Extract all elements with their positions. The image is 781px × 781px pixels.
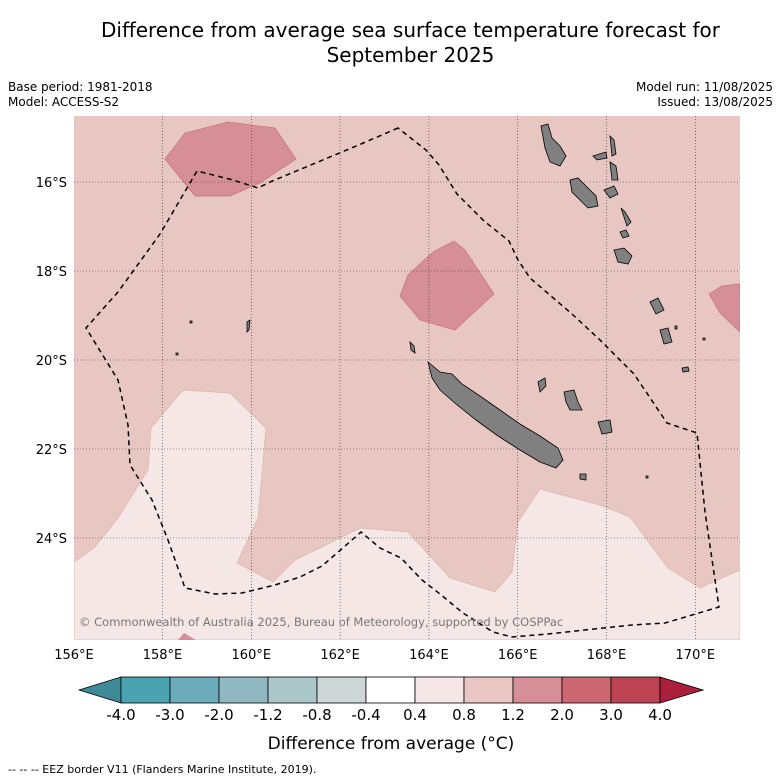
colorbar-tick-label: 1.2	[501, 706, 525, 724]
eez-border	[85, 127, 720, 638]
colorbar-tick-label: -3.0	[155, 706, 184, 724]
lon-label: 166°E	[498, 648, 538, 663]
lat-label: 20°S	[36, 354, 67, 369]
island	[579, 473, 587, 481]
chart-title: Difference from average sea surface temp…	[40, 18, 781, 68]
model-name: Model: ACCESS-S2	[8, 95, 120, 109]
colorbar-label: Difference from average (°C)	[268, 734, 515, 754]
island	[592, 151, 608, 161]
colorbar-extend-high	[659, 676, 705, 704]
colorbar-tick-label: 2.0	[550, 706, 574, 724]
colorbar-segment	[463, 676, 514, 704]
island	[620, 207, 632, 227]
title-line-1: Difference from average sea surface temp…	[100, 18, 720, 42]
colorbar-segment	[610, 676, 661, 704]
colorbar	[77, 676, 705, 704]
colorbar-segment	[218, 676, 269, 704]
island	[537, 377, 547, 393]
colorbar-tick-label: 4.0	[648, 706, 672, 724]
lat-label: 16°S	[36, 176, 67, 191]
islet	[645, 475, 649, 479]
colorbar-extend-low	[77, 676, 122, 704]
graticule	[74, 116, 740, 640]
lat-label: 18°S	[36, 265, 67, 280]
islet	[189, 320, 193, 324]
island	[597, 419, 613, 435]
colorbar-segment	[512, 676, 563, 704]
colorbar-tick-label: -1.2	[253, 706, 282, 724]
colorbar-segment	[267, 676, 318, 704]
model-run: Model run: 11/08/2025	[635, 80, 773, 94]
islet	[702, 337, 706, 341]
colorbar-tick-label: 0.8	[452, 706, 476, 724]
sst-region-1.2-2.0-north	[164, 121, 297, 197]
sst-region-1.2-2.0-bottom	[178, 633, 196, 640]
colorbar-segment	[561, 676, 612, 704]
colorbar-tick-label: -0.4	[351, 706, 380, 724]
colorbar-segment	[316, 676, 367, 704]
copyright-text: © Commonwealth of Australia 2025, Bureau…	[79, 615, 563, 629]
lon-label: 170°E	[676, 648, 716, 663]
new-caledonia	[427, 360, 564, 469]
landmasses	[175, 123, 706, 481]
colorbar-segment	[120, 676, 171, 704]
colorbar-segment	[365, 676, 416, 704]
lat-label: 24°S	[36, 532, 67, 547]
lon-label: 162°E	[320, 648, 360, 663]
lon-label: 156°E	[54, 648, 94, 663]
island	[609, 161, 619, 181]
colorbar-ticks: -4.0 -3.0 -2.0 -1.2 -0.8 -0.4 0.4 0.8 1.2 2.0 3.0 4…	[106, 706, 672, 724]
eez-legend-note: -- -- -- EEZ border V11 (Flanders Marine…	[8, 763, 317, 776]
meta-left: Base period: 1981-2018 Model: ACCESS-S2	[8, 80, 153, 110]
sst-region-1.2-2.0-east	[708, 283, 740, 333]
colorbar-tick-label: -4.0	[106, 706, 135, 724]
island	[246, 319, 251, 333]
sst-region-1.2-2.0-central	[399, 240, 495, 331]
islet	[175, 352, 179, 356]
colorbar-tick-label: 0.4	[403, 706, 427, 724]
lon-label: 168°E	[587, 648, 627, 663]
title-line-2: September 2025	[326, 43, 495, 67]
lon-label: 164°E	[409, 648, 449, 663]
island	[613, 247, 633, 265]
island	[540, 123, 567, 167]
sst-region-0.4-0.8-southwest	[74, 389, 740, 640]
island	[681, 366, 690, 373]
lat-label: 22°S	[36, 443, 67, 458]
colorbar-segment	[169, 676, 220, 704]
island	[659, 327, 673, 345]
island	[609, 134, 617, 157]
base-period: Base period: 1981-2018	[8, 80, 153, 94]
island	[569, 177, 599, 209]
island	[603, 185, 619, 199]
meta-right: Model run: 11/08/2025 Issued: 13/08/2025	[636, 80, 773, 110]
issued-date: Issued: 13/08/2025	[657, 95, 773, 109]
colorbar-tick-label: -0.8	[302, 706, 331, 724]
lat-axis-labels: 16°S 18°S 20°S 22°S 24°S	[36, 176, 67, 547]
map-area: © Commonwealth of Australia 2025, Bureau…	[74, 116, 740, 640]
island	[409, 340, 416, 354]
colorbar-tick-label: -2.0	[204, 706, 233, 724]
island	[563, 389, 583, 411]
island	[649, 297, 665, 315]
island	[619, 229, 630, 239]
lon-axis-labels: 156°E 158°E 160°E 162°E 164°E 166°E 168°…	[54, 648, 715, 663]
islet	[674, 325, 678, 330]
colorbar-segment	[414, 676, 465, 704]
lon-label: 160°E	[232, 648, 272, 663]
colorbar-tick-label: 3.0	[599, 706, 623, 724]
lon-label: 158°E	[143, 648, 183, 663]
